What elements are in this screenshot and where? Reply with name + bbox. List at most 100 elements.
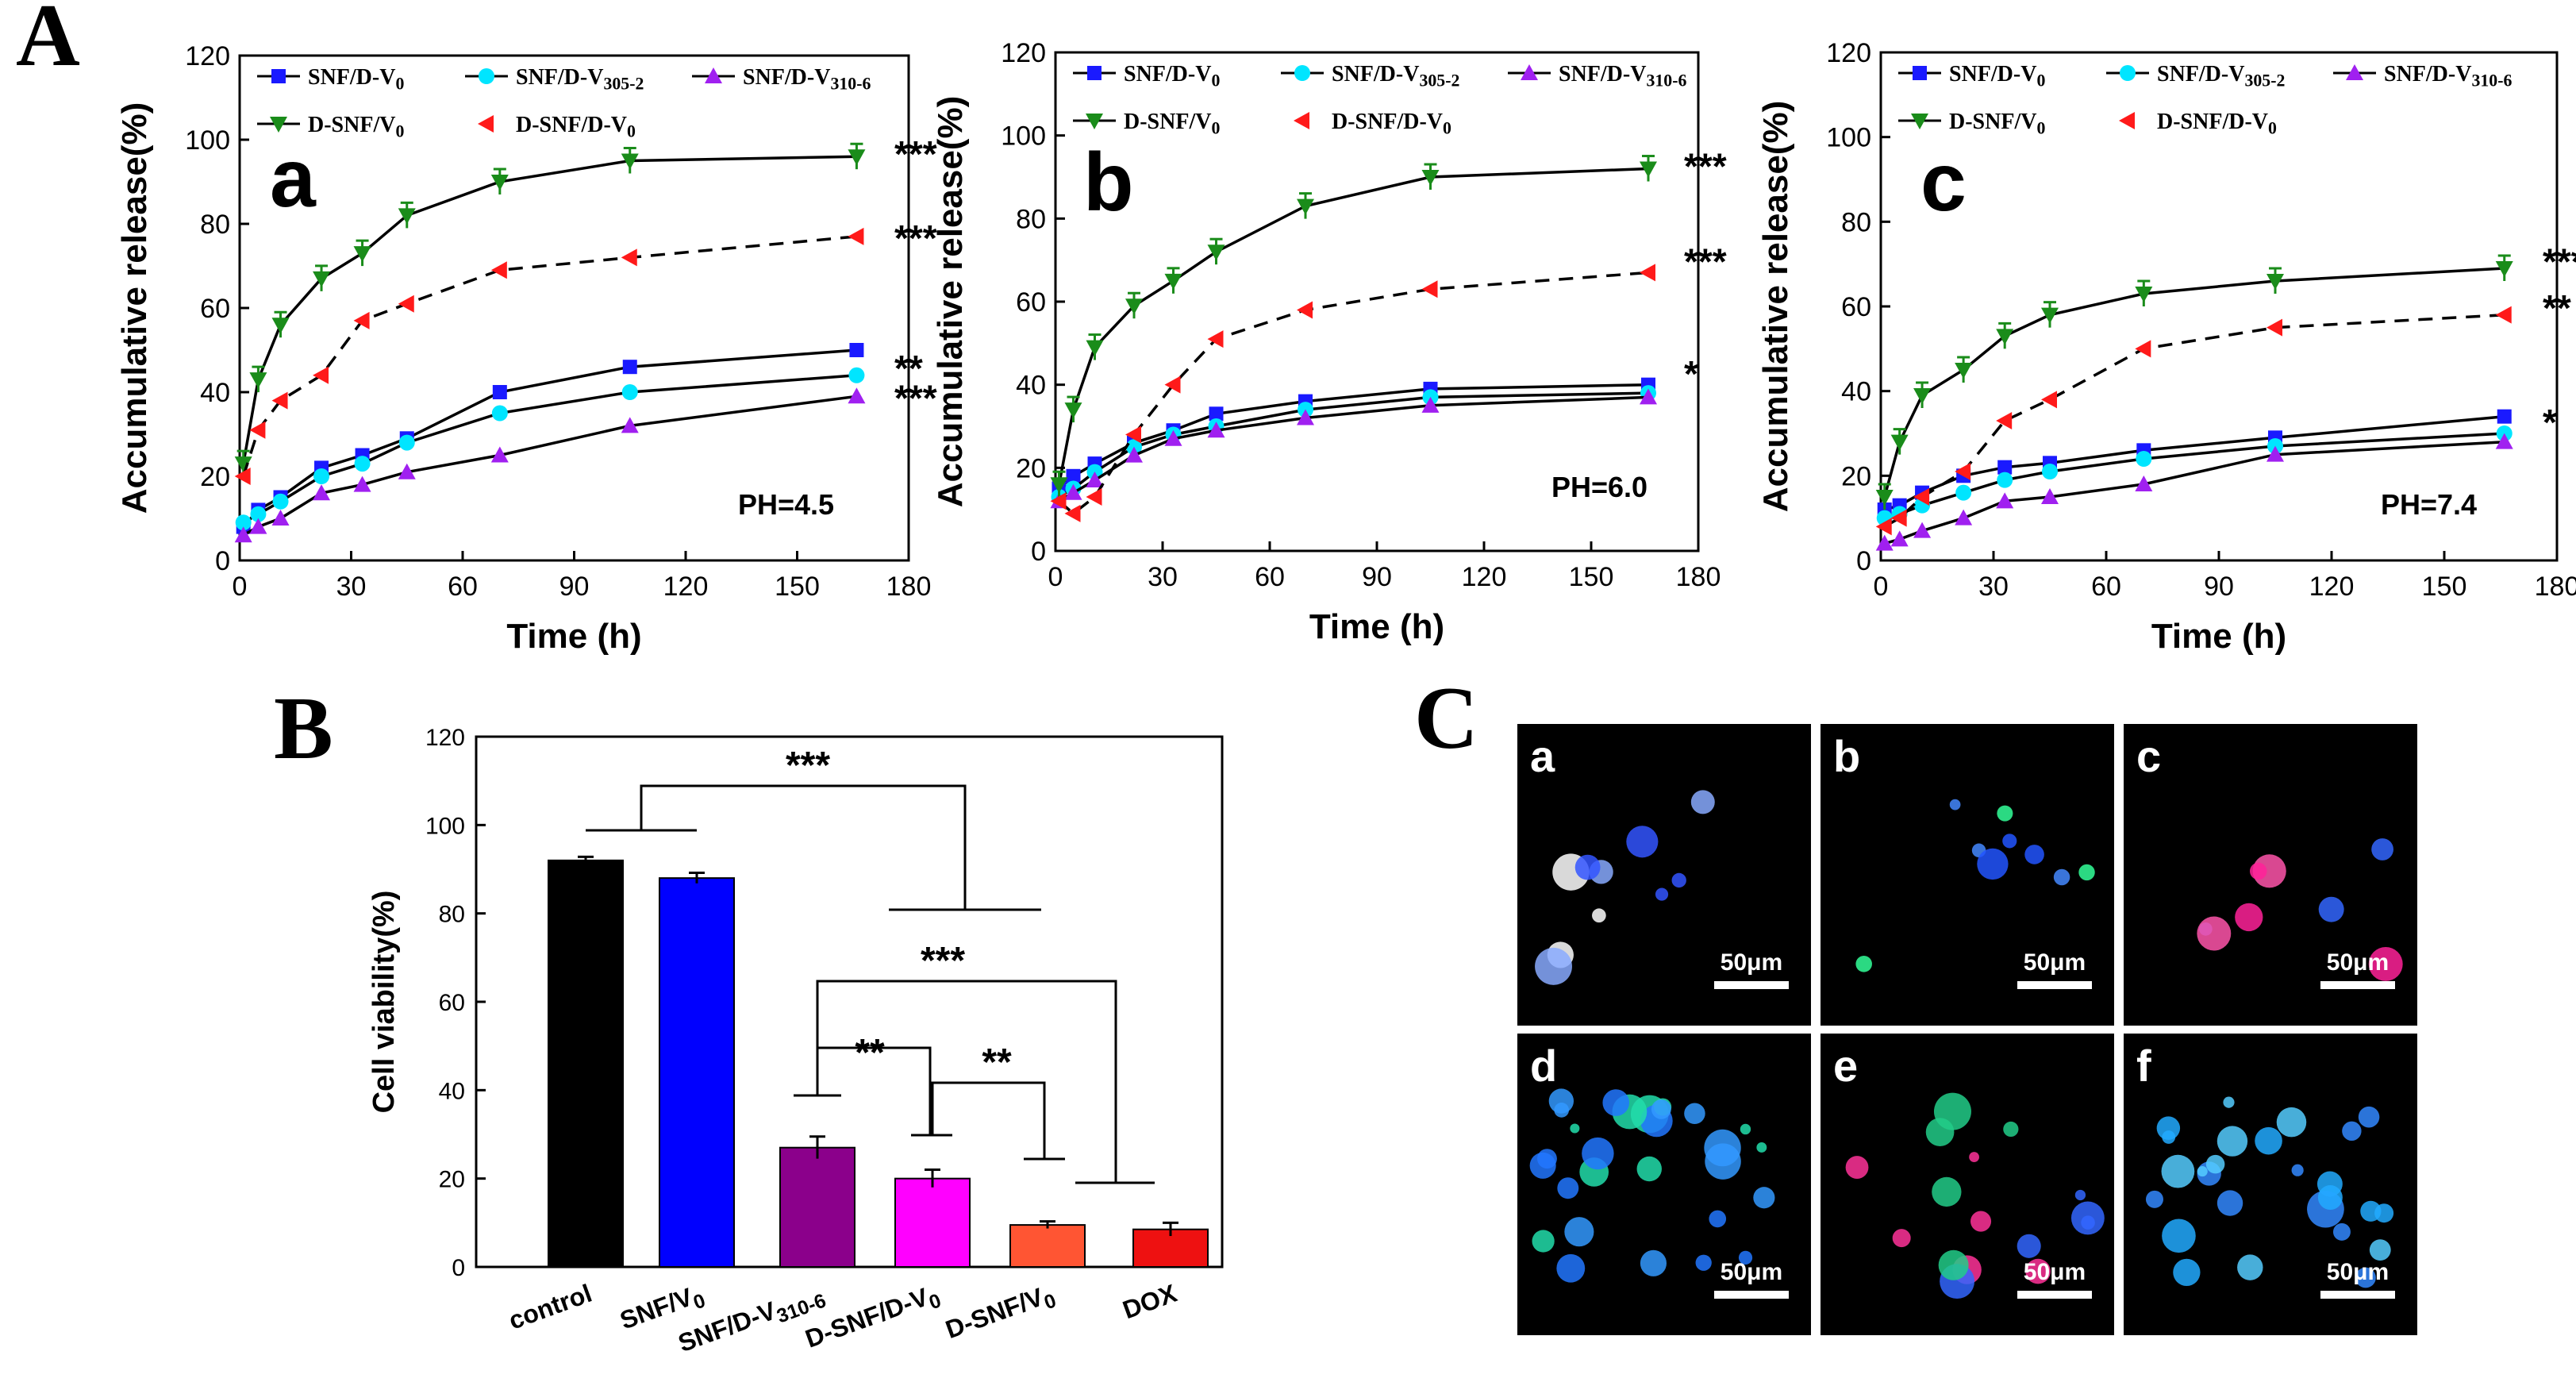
legend-label: SNF/D-V0	[1949, 62, 2045, 90]
series-line-3	[1057, 167, 1649, 485]
data-point-2	[1890, 530, 1909, 547]
tile-letter: e	[1833, 1041, 1858, 1091]
data-point-2	[1955, 509, 1973, 526]
legend-label: D-SNF/V0	[1124, 110, 1220, 138]
scale-bar	[2017, 981, 2092, 989]
cell-blob	[1582, 1137, 1614, 1170]
data-point-4	[2135, 340, 2151, 358]
y-tick-label: 40	[1841, 377, 1871, 407]
bar-category-label: D-SNF/V0	[942, 1279, 1059, 1349]
data-point-4	[249, 421, 266, 439]
cell-blob	[1892, 1229, 1911, 1248]
legend-label: SNF/D-V310-6	[2384, 62, 2512, 90]
data-point-0	[492, 385, 507, 399]
y-tick-label: 0	[215, 546, 230, 576]
data-point-3	[1207, 244, 1225, 261]
significance-mark: **	[855, 1032, 885, 1074]
legend-item: D-SNF/D-V0	[2119, 110, 2277, 138]
significance-mark: ***	[786, 745, 830, 787]
legend-label: D-SNF/V0	[308, 113, 404, 141]
significance-mark: **	[982, 1041, 1012, 1084]
x-tick-label: 120	[1462, 562, 1507, 592]
y-tick-label: 120	[1826, 38, 1871, 68]
data-point-4	[1207, 330, 1224, 348]
y-tick-label: 40	[200, 378, 230, 408]
data-point-2	[1913, 522, 1932, 538]
data-point-1	[398, 434, 415, 451]
legend-label: D-SNF/D-V0	[1332, 110, 1451, 138]
data-point-3	[1996, 329, 2014, 345]
cell-blob	[1636, 1156, 1662, 1182]
data-point-3	[398, 208, 416, 225]
data-point-2	[1996, 492, 2014, 509]
data-point-4	[1164, 375, 1181, 394]
subpanel-letter: b	[1083, 137, 1134, 229]
cell-blob	[2332, 1222, 2351, 1241]
tile-background	[1821, 724, 2114, 1026]
y-tick-label: 20	[439, 1167, 465, 1193]
x-tick-label: 0	[233, 572, 248, 602]
data-point-1	[354, 456, 371, 472]
data-point-1	[2042, 464, 2058, 479]
cell-blob	[2078, 864, 2095, 881]
cell-blob	[2276, 1107, 2307, 1138]
data-point-1	[313, 468, 330, 484]
data-point-2	[848, 387, 866, 404]
cell-blob	[1570, 1123, 1580, 1134]
y-tick-label: 20	[1841, 461, 1871, 491]
scale-bar	[1714, 1291, 1789, 1299]
data-point-0	[1066, 468, 1081, 483]
data-point-4	[1050, 492, 1067, 510]
bar-category-label: control	[505, 1279, 595, 1335]
data-point-3	[1297, 198, 1314, 215]
scale-bar-label: 50μm	[2327, 1259, 2389, 1285]
data-point-2	[621, 417, 639, 433]
data-point-2	[398, 463, 416, 479]
scale-bar-label: 50μm	[2024, 1259, 2086, 1285]
legend-item: D-SNF/V0	[257, 113, 404, 141]
data-point-2	[1086, 472, 1104, 488]
cell-blob	[2024, 845, 2044, 864]
data-point-4	[2266, 318, 2282, 337]
data-point-4	[1297, 301, 1313, 319]
data-point-2	[1207, 422, 1225, 438]
legend-label: SNF/D-V305-2	[1332, 62, 1459, 90]
cell-blob	[1855, 956, 1872, 972]
cell-blob	[1640, 1249, 1667, 1276]
cell-blob	[2318, 896, 2344, 922]
data-point-0	[1997, 460, 2013, 475]
legend-item: SNF/D-V305-2	[1281, 62, 1459, 90]
panel-label-C: C	[1414, 669, 1478, 768]
data-point-4	[621, 248, 637, 267]
series-line-3	[241, 155, 857, 464]
cell-blob	[1705, 1143, 1741, 1180]
y-tick-label: 20	[1016, 453, 1046, 483]
legend-item: SNF/D-V0	[257, 65, 404, 94]
data-point-3	[249, 372, 267, 389]
cell-blob	[2374, 1203, 2394, 1223]
significance-mark: **	[894, 348, 923, 389]
legend-marker	[2120, 65, 2136, 81]
data-point-0	[849, 343, 864, 357]
data-point-2	[1875, 534, 1894, 551]
legend-label: D-SNF/D-V0	[516, 113, 636, 141]
cell-blob	[2173, 1258, 2201, 1287]
significance-mark: *	[2543, 402, 2557, 443]
cell-blob	[1535, 947, 1572, 985]
legend-item: SNF/D-V0	[1073, 62, 1220, 90]
legend-marker	[1294, 112, 1309, 129]
legend-item: SNF/D-V305-2	[2106, 62, 2285, 90]
line-chart-Ab: 0 30 60 90 120 150 180 0 20 40 60 80 100 120 Time (h) A…	[931, 38, 1727, 646]
y-tick-label: 40	[439, 1078, 465, 1104]
data-point-1	[621, 384, 638, 400]
cell-blob	[1977, 848, 2009, 880]
series-line-3	[1883, 267, 2505, 498]
y-axis-label: Accumulative release(%)	[931, 96, 970, 507]
cell-blob	[2223, 1096, 2235, 1108]
significance-mark: ***	[2543, 241, 2576, 282]
cell-blob	[1932, 1176, 1962, 1207]
x-tick-label: 90	[1362, 562, 1392, 592]
data-point-1	[491, 405, 508, 422]
y-tick-label: 100	[185, 125, 230, 156]
cell-blob	[2355, 1267, 2376, 1288]
